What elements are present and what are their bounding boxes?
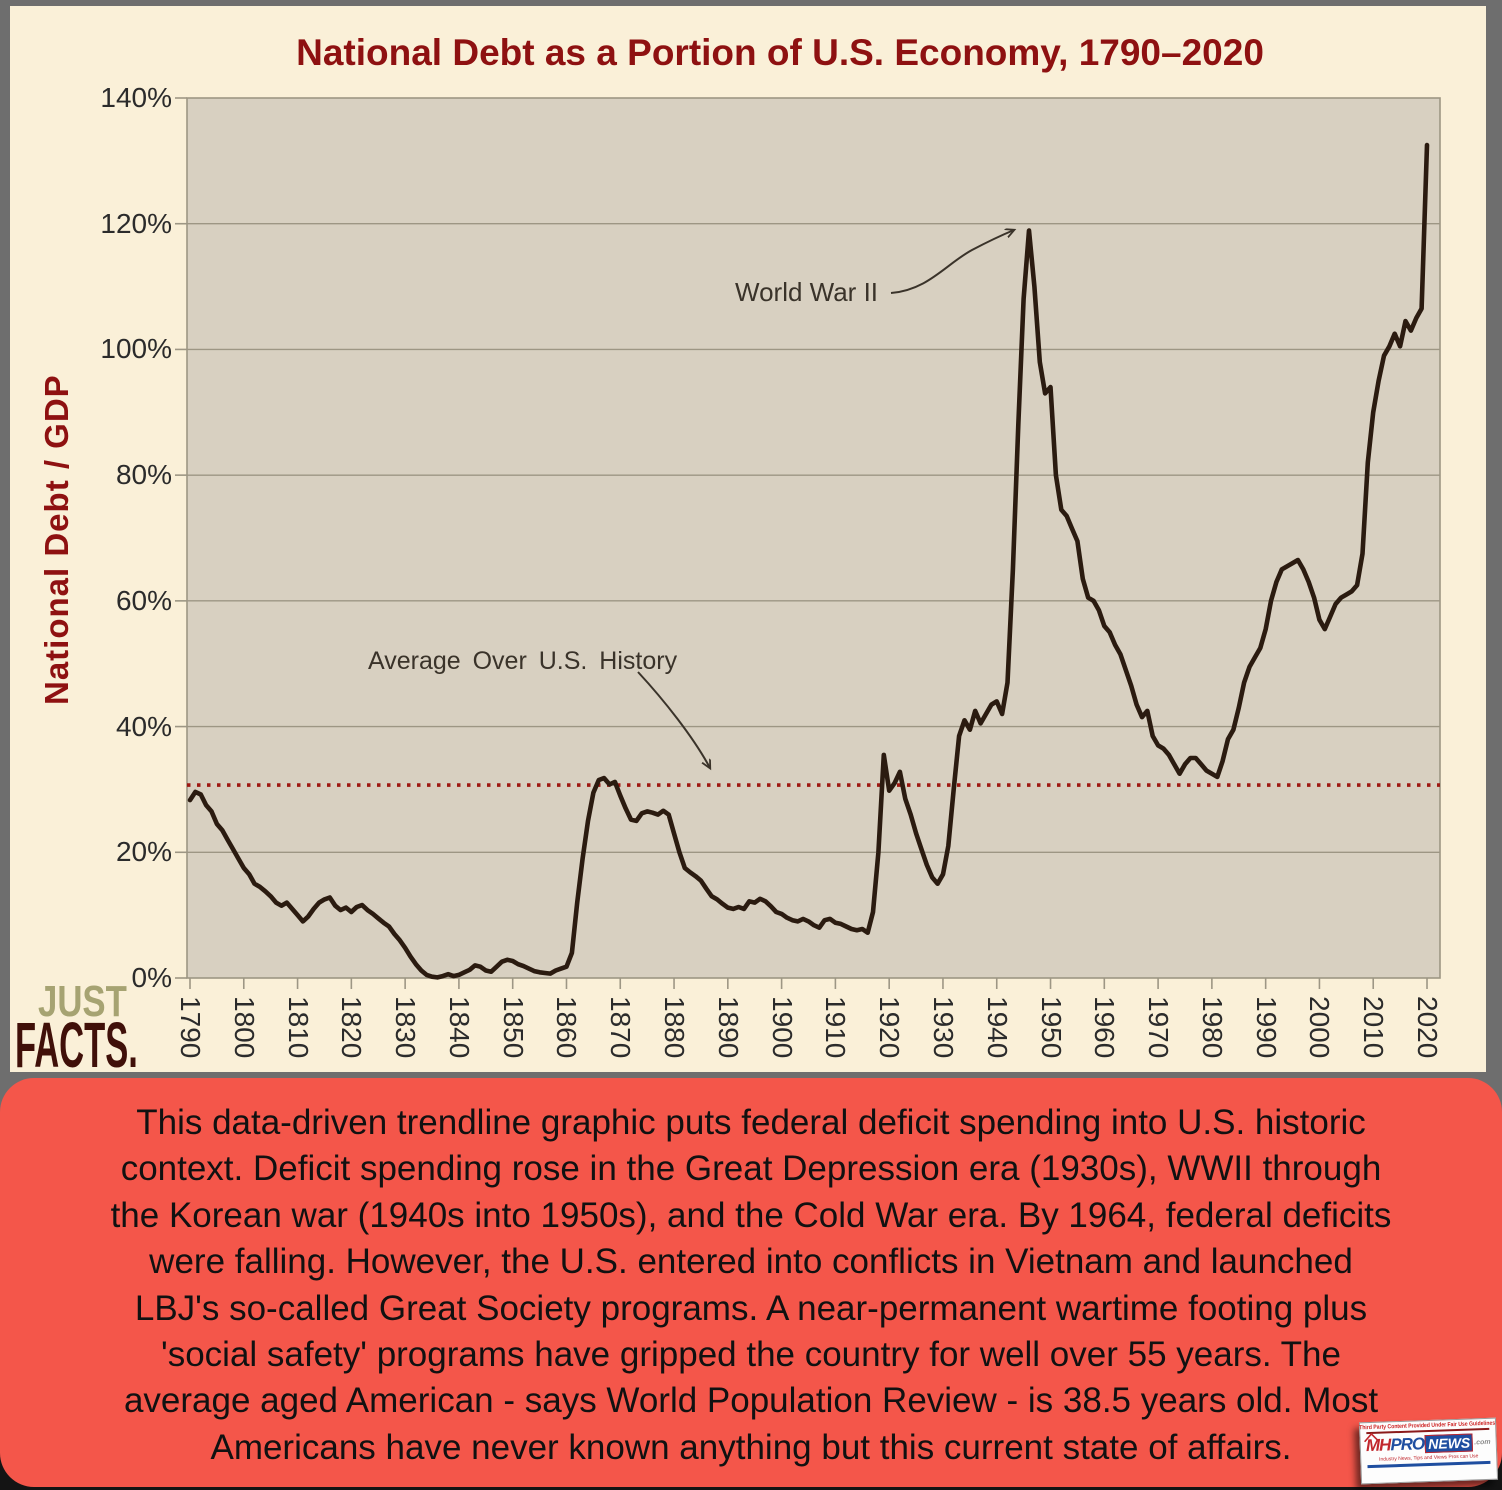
x-tick-label: 1950 [1035,996,1067,1059]
y-tick-label: 140% [100,82,172,113]
caption-line: 'social safety' programs have gripped th… [161,1335,1341,1375]
caption-line: the Korean war (1940s into 1950s), and t… [110,1195,1392,1235]
x-tick-label: 1810 [282,996,314,1059]
y-tick-label: 40% [115,710,172,742]
caption-panel: This data-driven trendline graphic puts … [0,1078,1502,1487]
x-tick-label: 1940 [981,996,1013,1059]
x-tick-label: 1820 [336,996,368,1059]
x-tick-label: 1870 [605,996,637,1059]
badge-news-text: NEWS [1424,1433,1474,1454]
badge-pro-text: PRO [1390,1434,1425,1455]
caption-text: This data-driven trendline graphic puts … [0,1100,1502,1471]
x-tick-label: 2010 [1358,996,1390,1059]
caption-line: were falling. However, the U.S. entered … [149,1242,1353,1282]
chart-title: National Debt as a Portion of U.S. Econo… [296,32,1264,73]
y-tick-label: 60% [115,584,172,616]
x-tick-label: 2000 [1304,996,1336,1059]
house-icon [1363,1429,1380,1448]
debt-gdp-line [187,142,1430,980]
debt-line-chart [175,97,1441,989]
x-tick-label: 1970 [1143,996,1175,1059]
x-tick-label: 1890 [712,996,744,1059]
x-tick-label: 2020 [1412,996,1443,1059]
x-tick-label: 1860 [551,996,583,1059]
ww2-arrow [890,230,1014,294]
mhpronews-logo: MH PRO NEWS .com [1363,1429,1491,1456]
average-arrow [637,671,710,768]
plot-area [187,98,1440,978]
caption-line: This data-driven trendline graphic puts … [136,1103,1366,1142]
x-tick-label: 1980 [1196,996,1228,1059]
x-tick-label: 1910 [820,996,852,1059]
caption-line: average aged American - says World Popul… [123,1381,1379,1421]
x-tick-label: 1880 [659,996,691,1059]
just-facts-logo-facts: FACTS. [15,1009,138,1081]
caption-line: context. Deficit spending rose in the Gr… [120,1149,1382,1189]
y-tick-label: 0% [131,962,172,993]
x-tick-label: 1960 [1089,996,1121,1059]
y-tick-label: 120% [100,207,172,239]
y-axis-title: National Debt / GDP [38,374,75,705]
annotation-average-over-history: Average Over U.S. History [368,647,678,675]
mhpronews-badge: Third Party Content Provided Under Fair … [1358,1417,1499,1485]
caption-line: LBJ's so-called Great Society programs. … [134,1288,1368,1328]
x-tick-label: 1930 [927,996,959,1059]
x-tick-label: 1830 [390,996,422,1059]
caption-line: Americans have never known anything but … [210,1427,1292,1467]
x-tick-label: 1850 [497,996,529,1059]
y-tick-label: 80% [115,459,172,491]
x-tick-label: 1900 [766,996,798,1059]
x-tick-label: 1790 [175,996,206,1059]
x-tick-label: 1920 [874,996,906,1059]
y-tick-label: 20% [115,836,172,868]
x-tick-label: 1840 [443,996,475,1059]
y-tick-label: 100% [100,333,172,365]
badge-com-text: .com [1474,1438,1491,1446]
just-facts-logo-just: JUST [38,977,127,1026]
x-tick-label: 1990 [1250,996,1282,1059]
annotation-world-war-2: World War II [735,277,879,307]
plot-border [186,97,1441,979]
x-tick-label: 1800 [228,996,260,1059]
